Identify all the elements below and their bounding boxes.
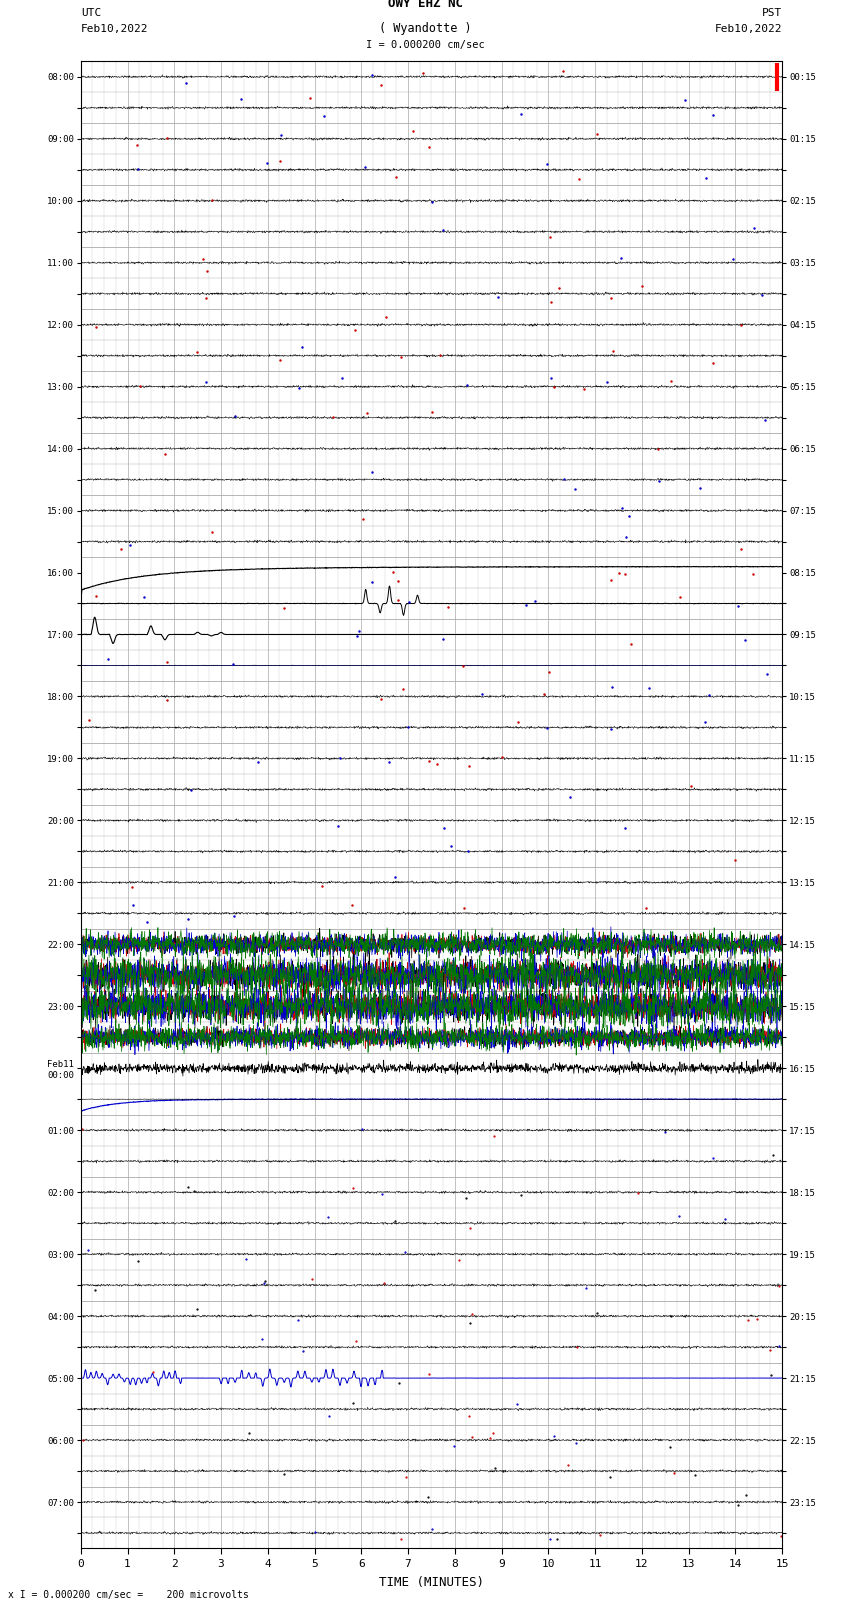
Text: PST: PST (762, 8, 782, 18)
Text: ( Wyandotte ): ( Wyandotte ) (379, 23, 471, 35)
Text: OWY EHZ NC: OWY EHZ NC (388, 0, 462, 10)
Text: Feb10,2022: Feb10,2022 (81, 24, 148, 34)
Text: x I = 0.000200 cm/sec =    200 microvolts: x I = 0.000200 cm/sec = 200 microvolts (8, 1590, 249, 1600)
X-axis label: TIME (MINUTES): TIME (MINUTES) (379, 1576, 484, 1589)
Text: UTC: UTC (81, 8, 101, 18)
Text: Feb10,2022: Feb10,2022 (715, 24, 782, 34)
Text: I = 0.000200 cm/sec: I = 0.000200 cm/sec (366, 40, 484, 50)
